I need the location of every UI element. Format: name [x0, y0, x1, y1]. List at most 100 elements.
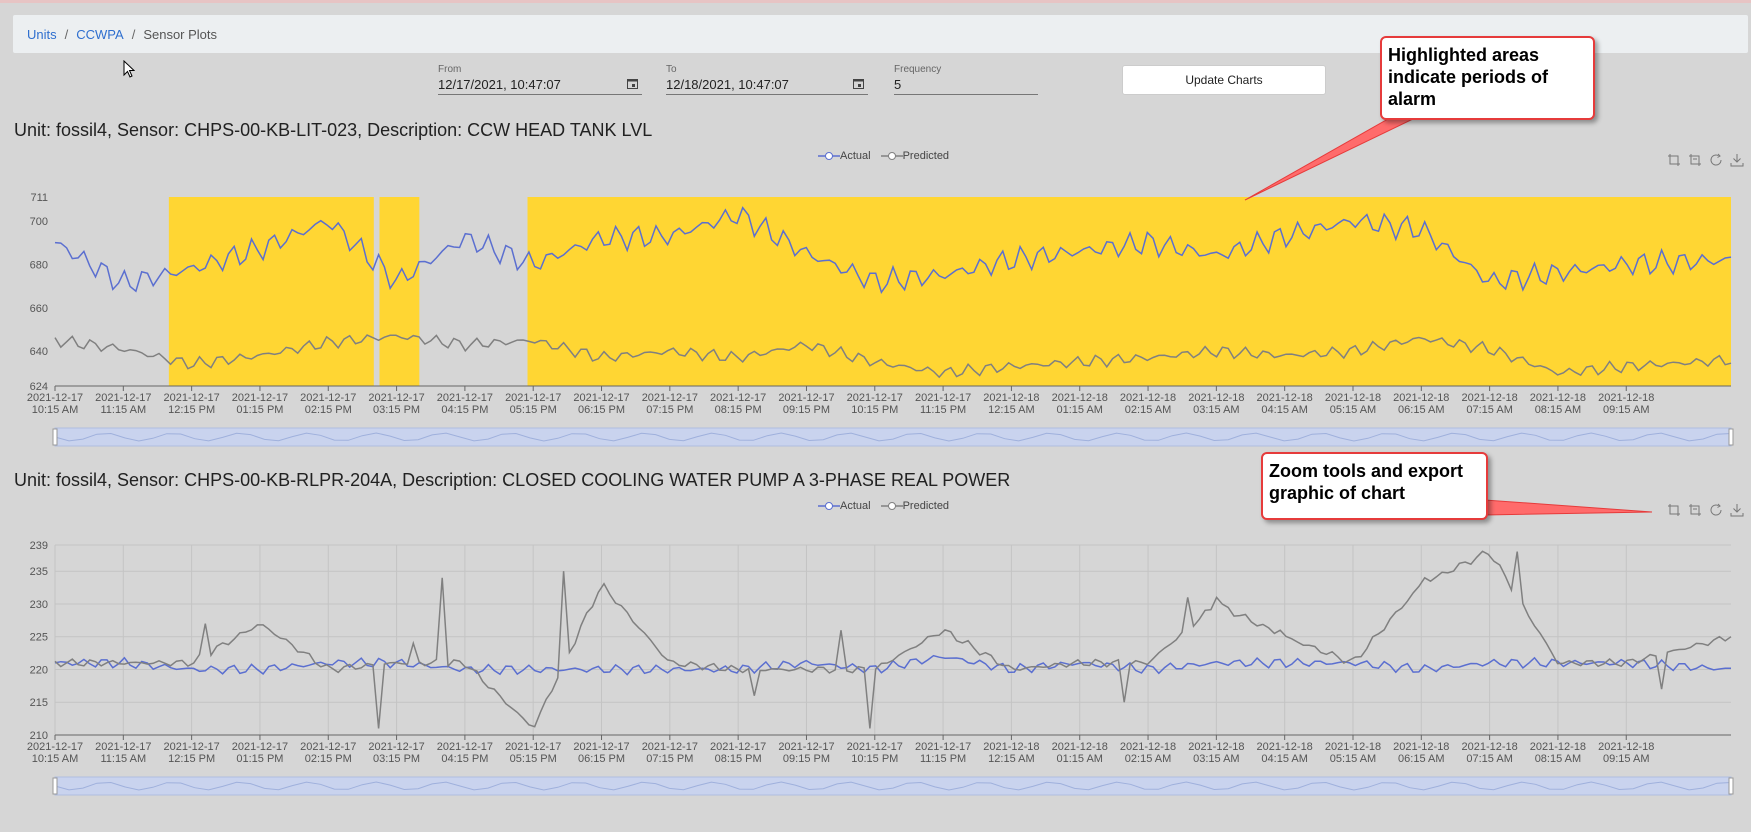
y-tick-label: 660: [30, 303, 48, 315]
legend-predicted-label: Predicted: [902, 150, 950, 162]
x-tick-label: 11:15 AM: [100, 753, 146, 765]
legend-predicted-label: Predicted: [902, 500, 950, 512]
zoom-reset-icon[interactable]: [1688, 153, 1702, 167]
x-tick-label: 07:15 PM: [646, 404, 693, 416]
update-charts-button[interactable]: Update Charts: [1122, 65, 1326, 95]
zoom-icon[interactable]: [1667, 153, 1681, 167]
x-tick-label: 12:15 PM: [168, 753, 215, 765]
x-tick-label: 08:15 AM: [1535, 404, 1581, 416]
y-tick-label: 215: [30, 697, 48, 709]
x-tick-label: 05:15 PM: [510, 753, 557, 765]
series-actual-line: [54, 654, 1732, 676]
x-tick-label: 09:15 AM: [1603, 753, 1649, 765]
x-tick-label: 2021-12-18: [1120, 741, 1176, 753]
chart2-title: Unit: fossil4, Sensor: CHPS-00-KB-RLPR-2…: [14, 470, 1011, 490]
to-label: To: [666, 64, 677, 75]
x-tick-label: 08:15 AM: [1535, 753, 1581, 765]
y-tick-label: 210: [30, 730, 48, 742]
x-tick-label: 2021-12-17: [437, 741, 493, 753]
x-tick-label: 2021-12-17: [300, 741, 356, 753]
x-tick-label: 07:15 PM: [646, 753, 693, 765]
restore-icon[interactable]: [1709, 153, 1723, 167]
x-tick-label: 12:15 AM: [988, 404, 1034, 416]
x-tick-label: 02:15 PM: [305, 753, 352, 765]
legend-predicted[interactable]: Predicted: [880, 150, 950, 162]
x-tick-label: 2021-12-17: [847, 741, 903, 753]
x-tick-label: 2021-12-17: [642, 741, 698, 753]
x-tick-label: 03:15 AM: [1193, 753, 1239, 765]
x-tick-label: 05:15 AM: [1330, 753, 1376, 765]
frequency-input[interactable]: 5: [894, 75, 1038, 95]
from-label: From: [438, 64, 462, 75]
to-field: To 12/18/2021, 10:47:07: [666, 64, 868, 95]
download-icon[interactable]: [1730, 153, 1744, 167]
datazoom-handle-left: [52, 777, 58, 795]
x-tick-label: 2021-12-18: [1052, 392, 1108, 404]
alarm-callout: Highlighted areas indicate periods of al…: [1380, 36, 1595, 120]
x-tick-label: 2021-12-17: [232, 741, 288, 753]
zoom-icon[interactable]: [1667, 503, 1681, 517]
x-tick-label: 06:15 AM: [1398, 404, 1444, 416]
restore-icon[interactable]: [1709, 503, 1723, 517]
from-input[interactable]: 12/17/2021, 10:47:07: [438, 75, 642, 95]
x-tick-label: 2021-12-17: [163, 392, 219, 404]
x-tick-label: 2021-12-17: [642, 392, 698, 404]
x-tick-label: 2021-12-17: [915, 392, 971, 404]
x-tick-label: 2021-12-18: [1598, 392, 1654, 404]
zoom-reset-icon[interactable]: [1688, 503, 1702, 517]
x-tick-label: 01:15 PM: [236, 753, 283, 765]
x-tick-label: 2021-12-18: [1461, 392, 1517, 404]
tools-callout-arrow: [1484, 499, 1653, 516]
breadcrumb-ccwpa[interactable]: CCWPA: [76, 26, 124, 42]
series-actual-line: [54, 206, 1732, 295]
x-tick-label: 2021-12-17: [163, 741, 219, 753]
x-tick-label: 2021-12-17: [95, 392, 151, 404]
x-tick-label: 2021-12-17: [847, 392, 903, 404]
x-tick-label: 2021-12-18: [1052, 741, 1108, 753]
breadcrumb-separator: /: [131, 26, 136, 42]
x-tick-label: 2021-12-17: [505, 392, 561, 404]
chart1-title: Unit: fossil4, Sensor: CHPS-00-KB-LIT-02…: [14, 120, 653, 140]
x-tick-label: 09:15 PM: [783, 404, 830, 416]
alarm-period: [379, 197, 420, 386]
from-field: From 12/17/2021, 10:47:07: [438, 64, 642, 95]
x-tick-label: 2021-12-18: [1325, 392, 1381, 404]
legend-actual[interactable]: Actual: [818, 150, 871, 162]
x-tick-label: 01:15 AM: [1056, 404, 1102, 416]
legend-actual-label: Actual: [840, 500, 871, 512]
download-icon[interactable]: [1730, 503, 1744, 517]
y-tick-label: 225: [30, 632, 48, 644]
x-tick-label: 2021-12-18: [1120, 392, 1176, 404]
legend-actual[interactable]: Actual: [818, 500, 871, 512]
x-tick-label: 2021-12-18: [1188, 741, 1244, 753]
x-tick-label: 09:15 PM: [783, 753, 830, 765]
frequency-field: Frequency 5: [894, 64, 1038, 95]
tools-callout: Zoom tools and export graphic of chart: [1261, 452, 1488, 520]
chart1-toolbox: [1667, 153, 1744, 167]
datazoom-handle-left: [52, 428, 58, 446]
breadcrumb-units[interactable]: Units: [27, 26, 57, 42]
x-tick-label: 02:15 PM: [305, 404, 352, 416]
y-tick-label: 230: [30, 599, 48, 611]
datazoom-preview: [54, 432, 1732, 442]
x-tick-label: 04:15 AM: [1261, 753, 1307, 765]
x-tick-label: 2021-12-17: [300, 392, 356, 404]
x-tick-label: 2021-12-18: [1393, 741, 1449, 753]
calendar-icon[interactable]: [853, 78, 864, 92]
x-tick-label: 11:15 PM: [920, 753, 966, 765]
y-tick-label: 239: [30, 540, 48, 552]
x-tick-label: 2021-12-17: [232, 392, 288, 404]
x-tick-label: 07:15 AM: [1466, 753, 1512, 765]
x-tick-label: 12:15 PM: [168, 404, 215, 416]
x-tick-label: 2021-12-17: [710, 741, 766, 753]
chart1-legend: Actual Predicted: [818, 150, 959, 162]
x-tick-label: 2021-12-18: [1257, 741, 1313, 753]
to-input[interactable]: 12/18/2021, 10:47:07: [666, 75, 868, 95]
legend-predicted[interactable]: Predicted: [880, 500, 950, 512]
calendar-icon[interactable]: [627, 78, 638, 92]
x-tick-label: 01:15 PM: [236, 404, 283, 416]
chart2-toolbox: [1667, 503, 1744, 517]
frequency-label: Frequency: [894, 64, 942, 75]
